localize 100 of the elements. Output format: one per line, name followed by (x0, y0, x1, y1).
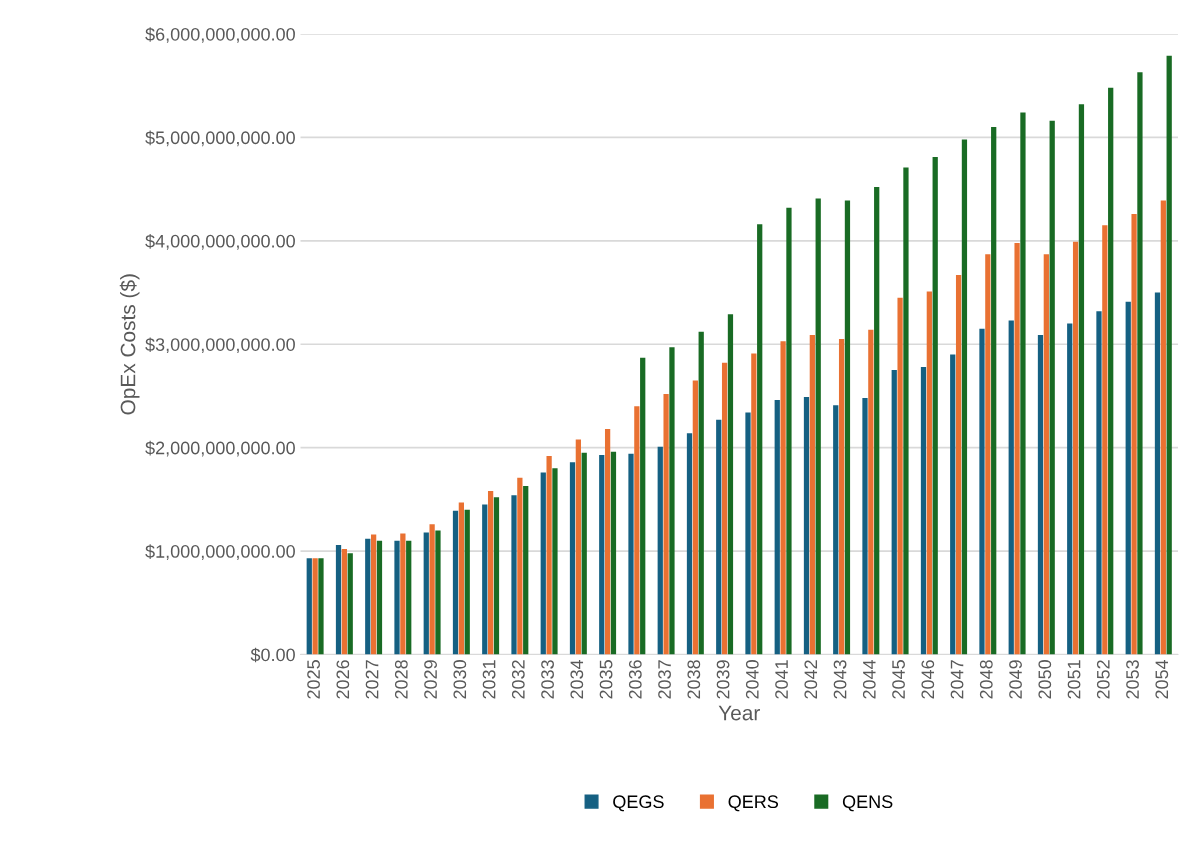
bar (482, 504, 488, 655)
bar (523, 485, 529, 655)
x-tick-label: 2032 (511, 660, 525, 699)
bar (487, 491, 494, 655)
bar (634, 406, 640, 655)
bar (423, 532, 429, 655)
bar (1131, 213, 1137, 655)
x-tick-label: 2052 (1096, 660, 1110, 699)
bar (1020, 112, 1026, 655)
x-tick-label: 2043 (833, 660, 847, 699)
bar (874, 187, 880, 655)
legend-label: QERS (728, 795, 779, 812)
y-tick-label: $6,000,000,000.00 (145, 27, 295, 43)
bar (669, 347, 675, 655)
bar (546, 455, 552, 655)
bar (1078, 104, 1085, 655)
bar (318, 558, 324, 655)
bar (833, 405, 839, 655)
x-tick-label: 2039 (716, 660, 730, 699)
bar (1014, 242, 1020, 655)
y-tick-label: $3,000,000,000.00 (145, 337, 295, 354)
bar (1125, 301, 1131, 655)
bar (312, 558, 318, 655)
bar (1154, 292, 1161, 655)
x-tick-label: 2037 (658, 660, 671, 699)
x-tick-label: 2044 (862, 659, 876, 699)
x-tick-label: 2036 (628, 660, 642, 699)
bar (1037, 334, 1044, 655)
bar (955, 274, 962, 655)
bar (610, 451, 617, 655)
bar (1067, 323, 1073, 655)
bar (458, 502, 464, 655)
bar (991, 127, 997, 655)
bar (1008, 320, 1014, 655)
bar (757, 224, 763, 655)
bar (692, 380, 698, 655)
x-tick-label: 2041 (775, 660, 788, 699)
bar (751, 353, 757, 655)
bar (429, 524, 435, 655)
bar (809, 334, 815, 655)
bar (347, 553, 353, 655)
x-tick-label: 2029 (424, 660, 437, 699)
bar (552, 468, 558, 655)
bar (663, 393, 669, 655)
x-tick-label: 2049 (1009, 660, 1022, 699)
bar (920, 367, 927, 655)
bar (1137, 72, 1143, 655)
x-axis-title: Year (718, 705, 760, 721)
bar (961, 139, 968, 655)
bar (341, 549, 348, 655)
x-tick-label: 2038 (687, 660, 701, 699)
bar (640, 357, 646, 655)
y-tick-label: $2,000,000,000.00 (145, 440, 295, 457)
bar (803, 396, 810, 655)
x-tick-label: 2026 (336, 660, 350, 699)
bar (745, 412, 751, 655)
x-tick-label: 2048 (979, 660, 993, 699)
legend-label: QENS (842, 795, 893, 812)
bar (868, 329, 874, 655)
y-tick-label: $0.00 (250, 647, 295, 663)
y-tick-label: $4,000,000,000.00 (145, 234, 295, 250)
bar (464, 509, 470, 655)
bar (511, 495, 517, 655)
bar (844, 200, 851, 655)
bar (1108, 87, 1114, 655)
x-tick-label: 2033 (541, 660, 554, 699)
bar (370, 534, 377, 655)
bar (657, 446, 663, 655)
y-tick-label: $5,000,000,000.00 (145, 130, 295, 147)
bar (686, 433, 693, 655)
bar (376, 540, 383, 655)
bar (335, 544, 342, 655)
x-tick-label: 2046 (921, 660, 935, 699)
y-tick-label: $1,000,000,000.00 (145, 544, 295, 560)
bar (400, 533, 406, 655)
bar (604, 429, 611, 655)
bar (540, 472, 546, 655)
bar (452, 510, 459, 655)
bar (599, 454, 605, 655)
bar (891, 370, 897, 655)
bar (780, 341, 786, 655)
x-tick-label: 2035 (599, 660, 613, 699)
bar (897, 297, 903, 655)
bar (979, 328, 985, 655)
x-tick-label: 2054 (1155, 659, 1169, 699)
bar (985, 254, 991, 655)
bar (815, 198, 821, 655)
bar (517, 477, 523, 655)
x-tick-label: 2050 (1038, 660, 1052, 699)
x-tick-label: 2051 (1067, 660, 1081, 699)
bar (786, 207, 792, 655)
bar (394, 540, 400, 655)
bar (435, 530, 441, 655)
bar (365, 538, 371, 655)
bar (862, 398, 868, 655)
bar (1043, 254, 1049, 655)
bar (950, 354, 956, 655)
bar (1049, 120, 1055, 655)
x-tick-label: 2047 (950, 660, 964, 699)
x-tick-label: 2040 (745, 660, 759, 699)
